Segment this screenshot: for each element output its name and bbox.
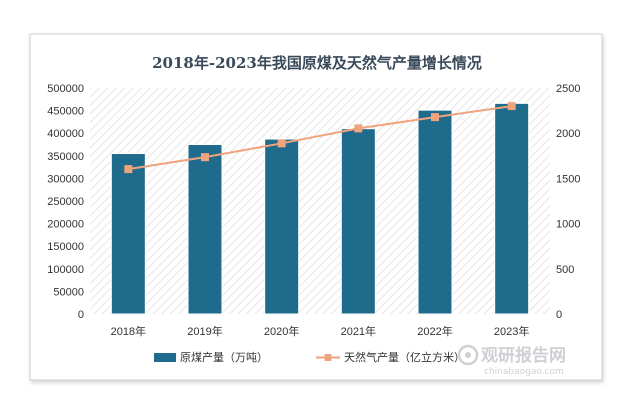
point-gas-5 [507, 102, 516, 111]
legend-swatch-coal [154, 353, 176, 362]
y-left-tick-label-9: 450000 [47, 106, 84, 118]
y-left-tick-label-7: 350000 [47, 151, 84, 163]
bar-coal-5 [494, 102, 530, 315]
y-left-tick-label-3: 150000 [47, 241, 84, 253]
bar-coal-3 [340, 128, 376, 315]
y-axis-left-ticks: 0 50000 100000 150000 200000 250000 300000 3500… [47, 83, 84, 321]
plot-area [90, 88, 550, 314]
legend-swatch-gas-marker [324, 354, 332, 361]
y-left-tick-label-1: 50000 [53, 286, 84, 298]
point-gas-0 [124, 165, 133, 174]
watermark-url: chinabaogao.com [484, 367, 564, 377]
y-axis-right-ticks: 0 500 1000 1500 2000 2500 [556, 83, 580, 321]
y-left-tick-label-2: 100000 [47, 264, 84, 276]
bar-coal-0 [110, 153, 146, 315]
bar-coal-4 [417, 109, 453, 315]
legend-label-coal: 原煤产量（万吨） [180, 350, 268, 364]
x-tick-label-1: 2019年 [187, 324, 222, 338]
y-right-tick-label-3: 1500 [556, 173, 580, 185]
y-right-tick-label-0: 0 [556, 309, 562, 321]
x-tick-label-0: 2018年 [111, 324, 146, 338]
bar-coal-2 [264, 138, 300, 315]
y-right-tick-label-5: 2500 [556, 83, 580, 95]
watermark-logo-icon [457, 344, 479, 366]
y-left-tick-label-6: 300000 [47, 173, 84, 185]
y-right-tick-label-1: 500 [556, 264, 574, 276]
x-axis-ticks: 2018年 2019年 2020年 2021年 2022年 2023年 [111, 324, 530, 338]
legend-label-gas: 天然气产量（亿立方米） [344, 350, 465, 364]
watermark-brand: 观研报告网 [480, 345, 566, 366]
y-right-tick-label-4: 2000 [556, 128, 580, 140]
y-left-tick-label-8: 400000 [47, 128, 84, 140]
line-gas [128, 105, 512, 171]
x-tick-label-3: 2021年 [341, 324, 376, 338]
y-left-tick-label-4: 200000 [47, 219, 84, 231]
point-gas-4 [431, 113, 439, 122]
x-tick-label-2: 2020年 [264, 324, 299, 338]
chart-title: 2018年-2023年我国原煤及天然气产量增长情况 [152, 54, 482, 72]
y-left-tick-label-5: 250000 [47, 196, 84, 208]
point-gas-2 [277, 139, 286, 148]
line-series-group [124, 102, 516, 174]
y-left-tick-label-0: 0 [78, 309, 84, 321]
x-tick-label-5: 2023年 [494, 324, 529, 338]
bar-coal-1 [187, 144, 223, 315]
legend: 原煤产量（万吨） 天然气产量（亿立方米） [154, 350, 465, 364]
x-tick-label-4: 2022年 [417, 324, 452, 338]
watermark: 观研报告网 chinabaogao.com [457, 344, 566, 377]
point-gas-1 [201, 153, 209, 162]
point-gas-3 [354, 124, 363, 133]
y-left-tick-label-10: 500000 [47, 83, 84, 95]
y-right-tick-label-2: 1000 [556, 219, 580, 231]
bars-group [110, 102, 530, 315]
